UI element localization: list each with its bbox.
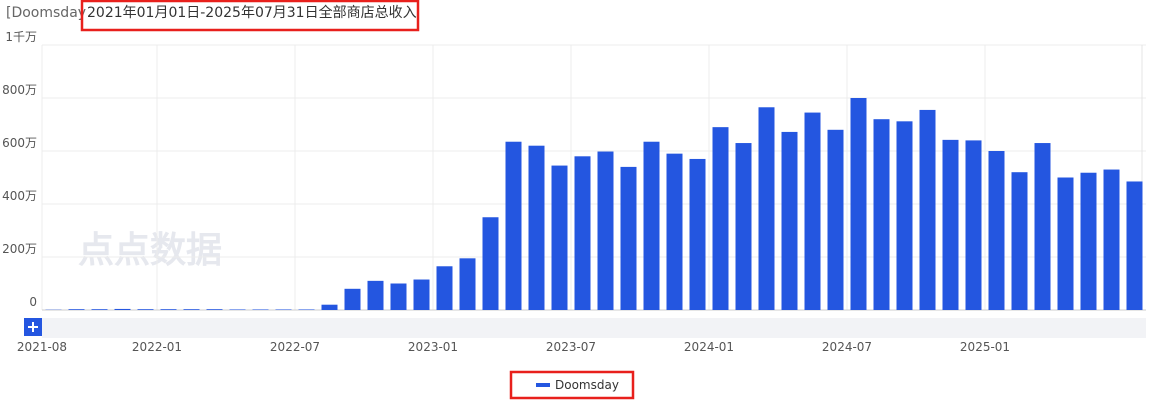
- chart-title: 2021年01月01日-2025年07月31日全部商店总收入: [87, 4, 417, 21]
- x-tick-label: 2021-08: [17, 340, 67, 354]
- zoom-slider[interactable]: [42, 318, 1146, 338]
- legend-label: Doomsday: [555, 378, 619, 392]
- x-tick-label: 2022-07: [270, 340, 320, 354]
- bar: [712, 127, 729, 311]
- bar: [804, 112, 821, 310]
- x-tick-label: 2022-01: [132, 340, 182, 354]
- bar: [1103, 169, 1120, 310]
- bar: [597, 151, 614, 310]
- bar: [965, 140, 982, 310]
- title-prefix: [Doomsday: [6, 5, 86, 21]
- bar: [873, 119, 890, 310]
- x-tick-label: 2024-07: [822, 340, 872, 354]
- y-tick-label: 400万: [2, 189, 37, 203]
- bar: [390, 283, 407, 310]
- bar: [1126, 181, 1143, 310]
- plus-icon: [28, 322, 38, 332]
- bar: [137, 309, 154, 310]
- bar: [344, 288, 361, 310]
- bar: [505, 141, 522, 310]
- bar: [781, 131, 798, 310]
- bar: [160, 309, 177, 310]
- x-tick-label: 2024-01: [684, 340, 734, 354]
- y-tick-label: 600万: [2, 136, 37, 150]
- bar: [1011, 172, 1028, 310]
- legend-swatch: [536, 383, 550, 387]
- bar: [1080, 172, 1097, 310]
- bar: [689, 158, 706, 310]
- bar: [666, 153, 683, 310]
- bar: [114, 308, 131, 310]
- bar: [206, 309, 223, 310]
- bar: [574, 156, 591, 310]
- bar: [298, 309, 315, 310]
- bar: [91, 309, 108, 310]
- y-tick-label: 1千万: [5, 30, 37, 44]
- bar: [643, 141, 660, 310]
- bar: [436, 266, 453, 310]
- bar: [988, 151, 1005, 310]
- bar: [68, 309, 85, 310]
- y-tick-label: 0: [29, 295, 37, 309]
- x-tick-label: 2025-01: [960, 340, 1010, 354]
- watermark: 点点数据: [78, 230, 222, 271]
- bar: [1034, 143, 1051, 310]
- bar: [942, 139, 959, 310]
- bar: [551, 165, 568, 310]
- bar: [367, 280, 384, 310]
- bar: [183, 309, 200, 310]
- highlight-box: [80, 0, 420, 32]
- bar: [459, 258, 476, 310]
- bar: [275, 309, 292, 310]
- bar: [919, 109, 936, 310]
- bar: [896, 121, 913, 310]
- bar: [735, 143, 752, 310]
- bar: [528, 145, 545, 310]
- bar: [229, 309, 246, 310]
- bar: [413, 279, 430, 310]
- bar: [1057, 177, 1074, 310]
- y-tick-label: 800万: [2, 83, 37, 97]
- bar: [321, 304, 338, 310]
- bar: [620, 166, 637, 310]
- highlight-box: [509, 370, 635, 400]
- bar: [850, 98, 867, 310]
- x-tick-label: 2023-07: [546, 340, 596, 354]
- bar: [252, 309, 269, 310]
- bar: [482, 217, 499, 310]
- y-tick-label: 200万: [2, 242, 37, 256]
- plot-area: 0 200万 400万 600万 800万 1千万 2021-08 2022-01 2022-0…: [2, 30, 1146, 392]
- bar: [827, 129, 844, 310]
- x-tick-label: 2023-01: [408, 340, 458, 354]
- bar: [758, 107, 775, 311]
